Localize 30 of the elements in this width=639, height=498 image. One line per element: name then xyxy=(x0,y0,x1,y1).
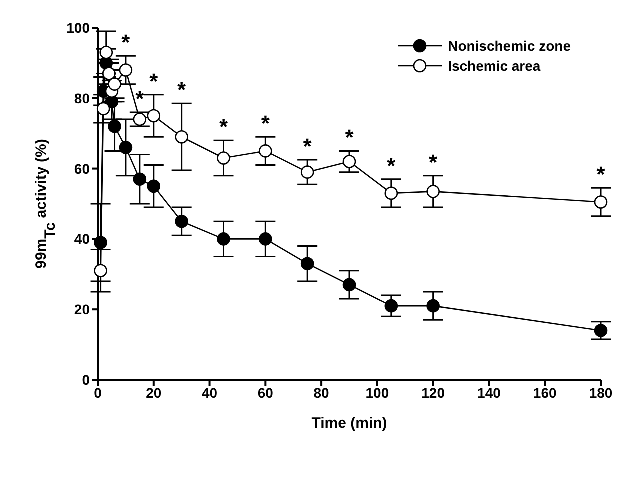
y-tick-label: 20 xyxy=(74,302,90,318)
x-tick-label: 0 xyxy=(94,384,102,401)
x-tick-label: 140 xyxy=(478,384,502,401)
y-tick-label: 0 xyxy=(82,372,90,388)
y-tick-label: 100 xyxy=(66,20,90,36)
x-tick-label: 160 xyxy=(533,384,558,401)
x-tick-label: 20 xyxy=(146,384,162,401)
x-tick-label: 100 xyxy=(366,384,390,401)
y-tick-label: 80 xyxy=(74,90,90,106)
annotation: * xyxy=(261,111,270,136)
annotation: * xyxy=(150,68,159,94)
x-tick-label: 120 xyxy=(422,384,446,401)
annotation: * xyxy=(122,30,131,56)
annotation: * xyxy=(345,125,354,150)
annotation: * xyxy=(219,114,228,140)
annotation: * xyxy=(136,86,145,112)
annotation: * xyxy=(596,162,606,188)
annotation: * xyxy=(429,150,438,175)
x-axis-title: Time (min) xyxy=(312,415,388,432)
x-tick-label: 60 xyxy=(258,384,274,401)
legend-label: Ischemic area xyxy=(448,58,541,74)
annotation: * xyxy=(178,78,187,103)
x-tick-label: 180 xyxy=(589,384,613,401)
x-tick-label: 80 xyxy=(314,384,330,401)
annotation: * xyxy=(387,153,396,178)
x-tick-label: 40 xyxy=(202,384,218,401)
y-tick-label: 60 xyxy=(74,160,90,177)
legend-label: Nonischemic zone xyxy=(448,38,571,54)
y-tick-label: 40 xyxy=(74,231,90,248)
annotation: * xyxy=(303,134,312,159)
